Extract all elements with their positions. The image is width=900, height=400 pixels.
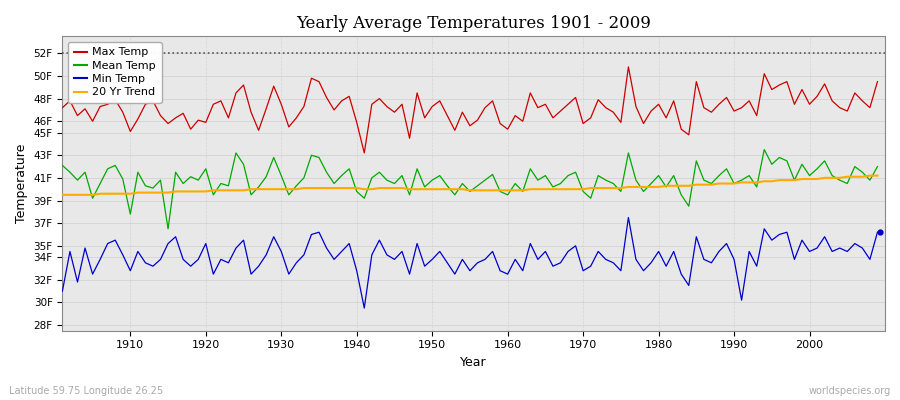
- Text: Latitude 59.75 Longitude 26.25: Latitude 59.75 Longitude 26.25: [9, 386, 163, 396]
- Y-axis label: Temperature: Temperature: [15, 144, 28, 223]
- Title: Yearly Average Temperatures 1901 - 2009: Yearly Average Temperatures 1901 - 2009: [296, 15, 651, 32]
- Text: worldspecies.org: worldspecies.org: [809, 386, 891, 396]
- X-axis label: Year: Year: [461, 356, 487, 369]
- Legend: Max Temp, Mean Temp, Min Temp, 20 Yr Trend: Max Temp, Mean Temp, Min Temp, 20 Yr Tre…: [68, 42, 162, 103]
